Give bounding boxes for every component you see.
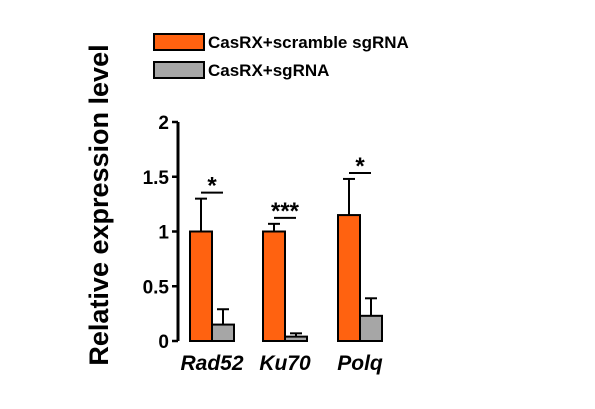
bar-ku70-series-1 [262,230,286,342]
bar-polq-series-1 [337,214,361,342]
significance-markers: ***** [201,153,371,225]
category-labels: Rad52 Ku70 Polq [180,352,382,375]
significance-label-rad52: * [207,173,217,200]
y-tick-label-1: 0 [158,332,169,353]
legend-label-1: CasRX+scramble sgRNA [208,33,409,52]
category-label-polq: Polq [337,352,383,375]
y-tick-label-2: 0.5 [143,277,170,298]
legend-label-2: CasRX+sgRNA [208,61,329,80]
bar-polq-series-2 [359,314,383,343]
y-tick-label-5: 2 [158,113,169,134]
y-tick-label-3: 1 [158,223,169,244]
bars [189,177,383,343]
y-tick-label-4: 1.5 [143,168,170,189]
legend-swatch-2 [153,61,205,79]
bar-rad52-series-2 [211,323,235,343]
significance-label-ku70: *** [271,198,300,225]
category-label-ku70: Ku70 [259,352,311,375]
legend: CasRX+scramble sgRNA CasRX+sgRNA [153,33,409,80]
bar-ku70-series-2 [284,335,308,342]
legend-swatch-1 [153,33,205,51]
significance-label-polq: * [355,153,365,180]
y-axis-title: Relative expression level [84,44,114,365]
axes: 0 0.5 1 1.5 2 [143,113,180,353]
category-label-rad52: Rad52 [180,352,243,375]
bar-rad52-series-1 [189,230,213,342]
